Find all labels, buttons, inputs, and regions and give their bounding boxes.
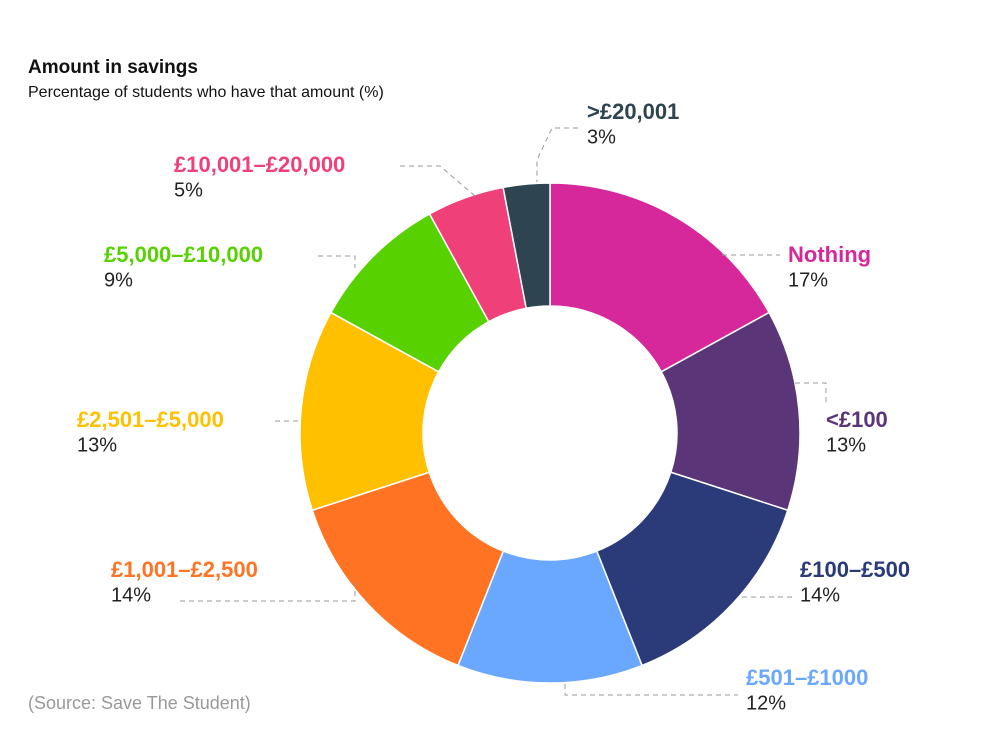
slice-label: £1,001–£2,500 — [111, 557, 258, 582]
leader-line — [318, 255, 356, 268]
donut-slice — [595, 471, 789, 667]
slice-label: £501–£1000 — [746, 665, 868, 690]
slice-label: £10,001–£20,000 — [174, 152, 345, 177]
source-note: (Source: Save The Student) — [28, 693, 251, 713]
donut-slice — [502, 182, 551, 310]
chart-title: Amount in savings — [28, 57, 198, 78]
leader-line — [536, 127, 578, 182]
value-label: 5% — [174, 179, 203, 201]
leader-line — [564, 684, 738, 696]
value-label: 12% — [746, 692, 786, 714]
value-label: 9% — [104, 269, 133, 291]
value-label: 13% — [826, 434, 866, 456]
slice-label: £100–£500 — [800, 557, 910, 582]
donut-slice — [549, 182, 771, 373]
slice-label: <£100 — [826, 407, 888, 432]
leader-line — [400, 165, 476, 197]
value-label: 3% — [587, 126, 616, 148]
slice-label: Nothing — [788, 242, 871, 267]
leader-line — [180, 578, 356, 602]
value-label: 14% — [111, 584, 151, 606]
leader-line — [795, 382, 827, 405]
value-label: 17% — [788, 269, 828, 291]
chart-subtitle: Percentage of students who have that amo… — [28, 84, 384, 101]
slice-label: £2,501–£5,000 — [77, 407, 224, 432]
slice-label: >£20,001 — [587, 99, 679, 124]
slice-label: £5,000–£10,000 — [104, 242, 263, 267]
donut-slice — [311, 471, 505, 667]
value-label: 14% — [800, 584, 840, 606]
value-label: 13% — [77, 434, 117, 456]
